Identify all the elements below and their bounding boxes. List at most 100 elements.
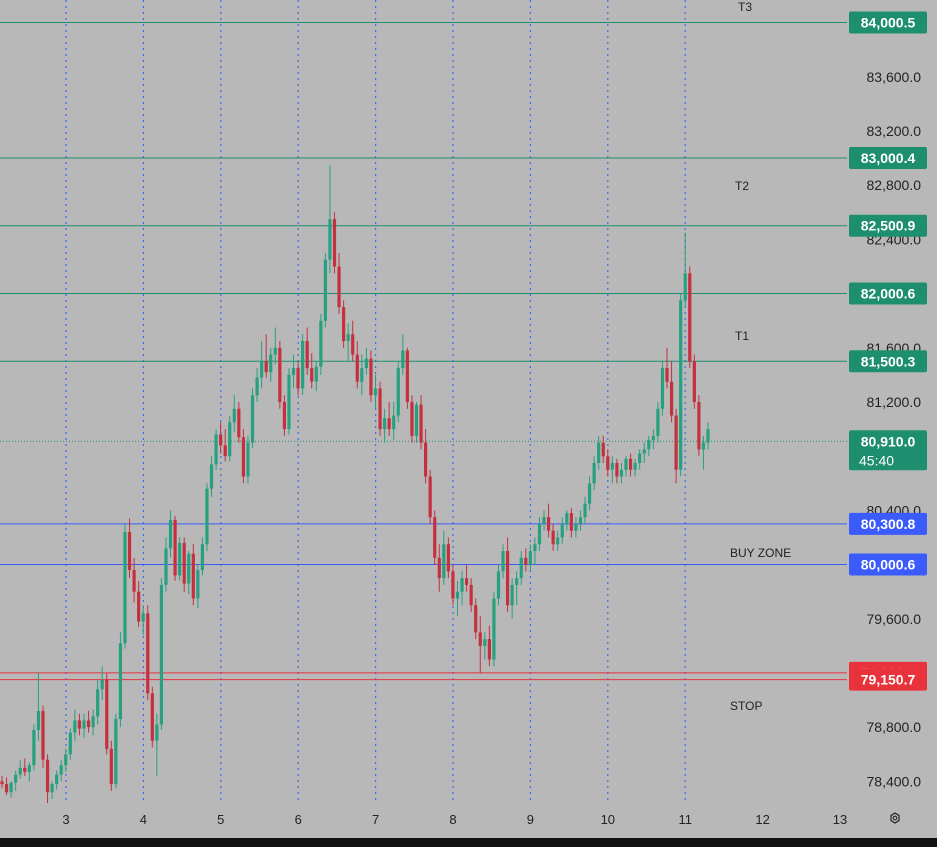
candle-body bbox=[392, 415, 396, 430]
candle-body bbox=[401, 350, 405, 369]
candle-body bbox=[255, 377, 259, 396]
level-label: 82,000.6 bbox=[861, 286, 916, 302]
level-label: 83,000.4 bbox=[861, 150, 916, 166]
candle-body bbox=[619, 469, 624, 477]
time-tick-4: 4 bbox=[140, 812, 147, 827]
price-tick: 83,200.0 bbox=[867, 123, 922, 139]
candle-body bbox=[273, 347, 277, 355]
candle-body bbox=[478, 632, 482, 646]
candle-body bbox=[86, 720, 91, 728]
candle-body bbox=[597, 442, 601, 463]
candle-body bbox=[77, 720, 82, 729]
candle-body bbox=[647, 439, 651, 450]
candle-body bbox=[100, 679, 104, 690]
candle-body bbox=[510, 584, 514, 606]
time-axis[interactable]: 3 4 5 6 7 8 9 10 11 12 13 bbox=[62, 812, 847, 827]
settings-icon[interactable] bbox=[890, 812, 900, 824]
level-label: 81,500.3 bbox=[861, 353, 916, 369]
candle-body bbox=[446, 544, 450, 572]
time-tick-12: 12 bbox=[755, 812, 769, 827]
candle-body bbox=[451, 571, 455, 599]
candle-body bbox=[232, 408, 236, 423]
candle-body bbox=[542, 517, 546, 524]
candle-body bbox=[679, 300, 683, 470]
annotation-t2: T2 bbox=[735, 179, 749, 193]
candle-body bbox=[373, 388, 378, 396]
price-tick: 78,800.0 bbox=[867, 719, 922, 735]
candle-body bbox=[105, 679, 109, 749]
annotation-t3: T3 bbox=[738, 0, 752, 14]
candle-body bbox=[278, 347, 282, 402]
candle-body bbox=[14, 774, 18, 783]
candle-body bbox=[91, 716, 95, 728]
candle-body bbox=[501, 551, 505, 572]
time-tick-8: 8 bbox=[449, 812, 456, 827]
candle-body bbox=[656, 408, 660, 436]
candle-body bbox=[528, 551, 532, 565]
candle-body bbox=[483, 639, 487, 646]
candle-body bbox=[337, 266, 341, 308]
candle-body bbox=[269, 354, 273, 373]
current-price-box bbox=[849, 430, 927, 471]
candle-body bbox=[260, 361, 264, 378]
level-label-box bbox=[849, 350, 927, 373]
level-label-box bbox=[849, 214, 927, 237]
candle-body bbox=[633, 462, 637, 470]
candle-body bbox=[519, 557, 523, 579]
level-label-box bbox=[849, 553, 927, 576]
candle-body bbox=[0, 781, 4, 785]
candle-body bbox=[492, 598, 496, 660]
candle-body bbox=[565, 513, 569, 524]
candle-body bbox=[314, 366, 318, 382]
candle-body bbox=[683, 273, 687, 301]
time-tick-13: 13 bbox=[833, 812, 847, 827]
candle-body bbox=[615, 462, 619, 477]
candle-body bbox=[187, 553, 191, 584]
candle-body bbox=[524, 557, 528, 565]
candle-body bbox=[505, 551, 510, 606]
price-level-labels: 84,000.5 83,000.4 82,500.9 82,000.6 81,500.3… bbox=[849, 11, 927, 691]
price-levels bbox=[0, 22, 847, 681]
candle-body bbox=[250, 395, 255, 443]
candle-body bbox=[410, 402, 414, 436]
candle-body bbox=[496, 571, 501, 599]
candle-body bbox=[546, 517, 551, 531]
candle-body bbox=[697, 402, 701, 450]
candle-body bbox=[205, 488, 209, 545]
candle-body bbox=[36, 710, 41, 730]
level-label: 82,500.9 bbox=[861, 218, 916, 234]
level-label: 80,300.8 bbox=[861, 516, 916, 532]
candle-body bbox=[638, 453, 642, 463]
candle-body bbox=[332, 219, 337, 267]
candle-body bbox=[173, 519, 177, 576]
candle-body bbox=[587, 483, 592, 504]
candle-body bbox=[464, 578, 469, 585]
candle-body bbox=[150, 693, 154, 741]
candle-body bbox=[515, 578, 519, 585]
candle-body bbox=[291, 368, 296, 375]
candle-body bbox=[533, 544, 537, 552]
price-tick: 78,400.0 bbox=[867, 773, 922, 789]
candle-body bbox=[378, 388, 382, 430]
time-tick-7: 7 bbox=[372, 812, 379, 827]
level-label: 80,000.6 bbox=[861, 557, 916, 573]
price-tick: 81,200.0 bbox=[867, 394, 922, 410]
candle-body bbox=[146, 613, 150, 694]
candle-body bbox=[601, 442, 605, 457]
candle-body bbox=[196, 570, 200, 599]
candle-body bbox=[624, 458, 628, 470]
candle-body bbox=[628, 458, 633, 470]
candle-body bbox=[323, 259, 327, 321]
price-tick: 82,800.0 bbox=[867, 177, 922, 193]
candle-body bbox=[59, 765, 63, 775]
time-tick-3: 3 bbox=[62, 812, 69, 827]
candle-body bbox=[182, 542, 186, 584]
candle-body bbox=[414, 404, 419, 436]
candle-body bbox=[574, 523, 578, 531]
candle-body bbox=[45, 759, 50, 793]
candle-body bbox=[4, 784, 9, 793]
candle-body bbox=[132, 570, 136, 592]
candle-body bbox=[583, 503, 587, 518]
